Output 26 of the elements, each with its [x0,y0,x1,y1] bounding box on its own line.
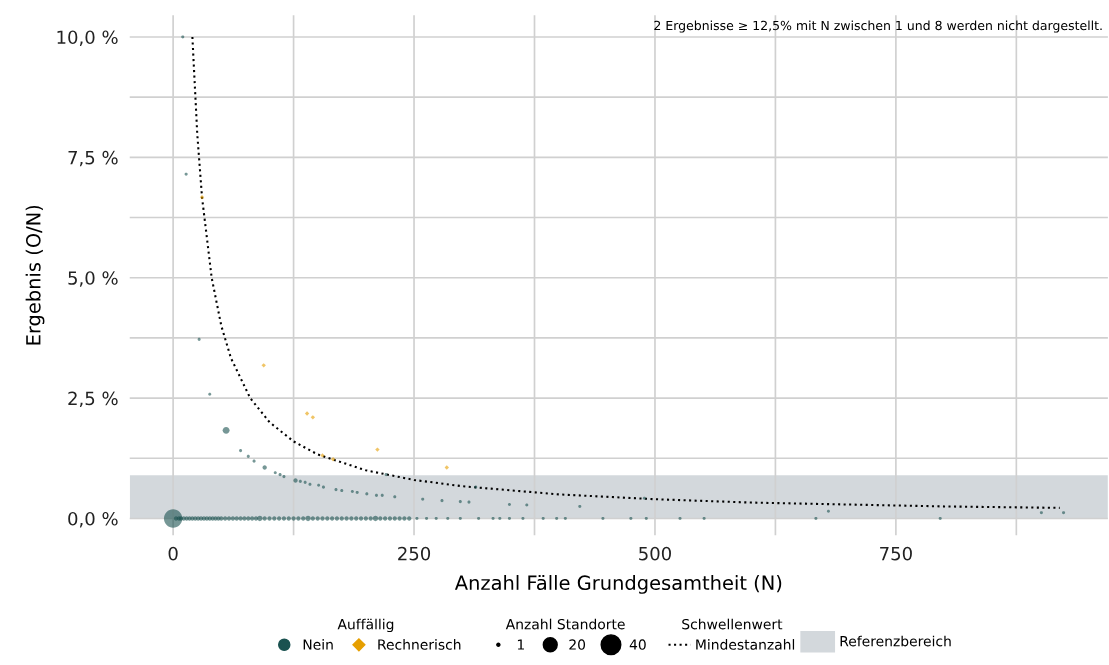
text: Schwellenwert [682,618,783,630]
point [375,447,380,452]
x-axis-title: Anzahl Fälle Grundgesamtheit (N) [454,575,782,594]
legend-label: Mindestanzahl [696,639,795,650]
point [320,453,325,458]
y-tick-label: 2,5 % [68,391,118,408]
y-tick-label: 10,0 % [57,30,118,46]
x-tick-label: 0 [168,546,178,561]
text: Anzahl Standorte [505,618,625,630]
x-tick-label: 500 [639,546,671,561]
legend-label: Rechnerisch [378,639,461,650]
annotation: 2 Ergebnisse ≥ 12,5% mit N zwischen 1 und 8 werden nicht dargestellt. [654,20,1102,33]
point [330,457,336,462]
x-tick-label: 250 [398,546,431,561]
x-tick-label: 750 [880,546,912,561]
y-tick-label: 0,0 % [68,511,118,528]
y-axis-title: Ergebnis (O/N) [25,205,45,345]
legend-title: Auffällig [337,618,394,633]
legend-label: Referenzbereich [840,635,951,647]
legend-label: Nein [303,639,333,650]
point [261,363,266,368]
legend-label: 20 [569,639,586,650]
y-tick-label: 7,5 % [68,150,118,167]
legend-label: 1 [517,639,524,650]
legend-label: 40 [629,639,646,650]
y-tick-label: 5,0 % [68,271,118,287]
